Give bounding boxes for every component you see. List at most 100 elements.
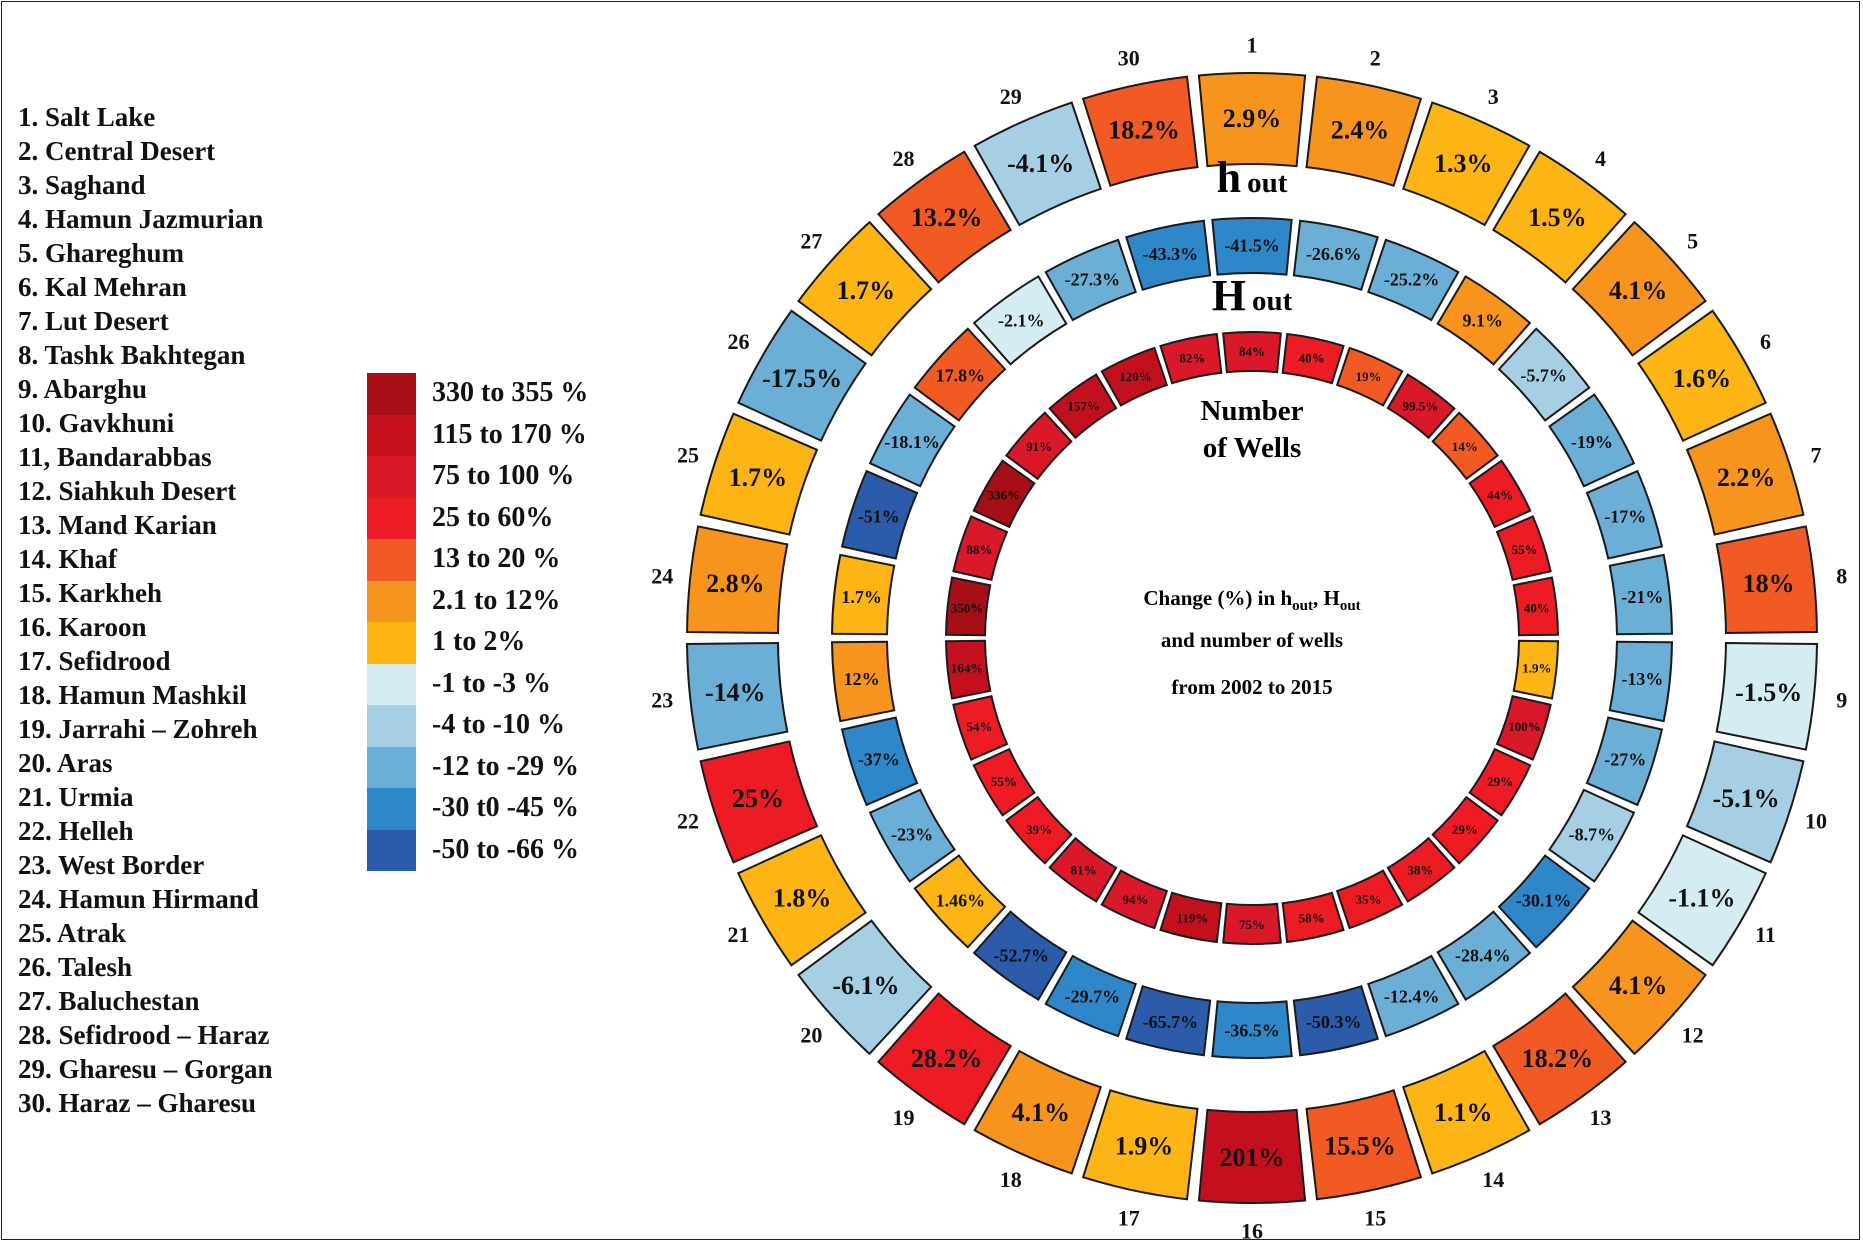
h_out-value-label: 4.1%	[1011, 1098, 1070, 1127]
h_out-value-label: -5.1%	[1712, 784, 1779, 813]
h_out-value-label: -1.1%	[1668, 883, 1735, 912]
wells-value-label: 35%	[1356, 892, 1382, 907]
H_out-value-label: -8.7%	[1569, 824, 1616, 844]
sector-number: 22	[677, 809, 699, 834]
sector-number: 2	[1370, 45, 1381, 70]
sector-number: 14	[1482, 1167, 1504, 1192]
legend-swatch	[367, 746, 416, 788]
h_out-segment	[699, 740, 819, 864]
h_out-value-label: 18.2%	[1522, 1044, 1594, 1073]
H_out-segment	[1585, 716, 1664, 807]
legend-swatch	[367, 788, 416, 830]
legend-item: 330 to 355 %	[367, 373, 687, 415]
legend-swatch	[367, 497, 416, 539]
H_out-value-label: -36.5%	[1224, 1021, 1280, 1041]
wells-segment	[945, 576, 992, 637]
legend-label: -30 t0 -45 %	[432, 792, 579, 823]
wells-segment	[952, 695, 1009, 761]
basin-list-item: 28. Sefidrood – Haraz	[18, 1020, 270, 1050]
H_out-value-label: -13%	[1621, 669, 1663, 689]
legend-swatch	[367, 829, 416, 871]
sector-number: 21	[727, 922, 749, 947]
sector-number: 12	[1682, 1022, 1704, 1047]
wells-segment	[952, 515, 1009, 581]
H_out-value-label: 12%	[844, 669, 880, 689]
h_out-value-label: 2.8%	[706, 569, 765, 598]
h_out-segment	[1571, 220, 1707, 357]
h_out-value-label: 2.9%	[1223, 104, 1282, 133]
legend-swatch	[367, 456, 416, 498]
h_out-value-label: 1.1%	[1434, 1098, 1493, 1127]
wells-segment	[1468, 459, 1532, 529]
h_out-value-label: 2.2%	[1717, 463, 1776, 492]
legend-item: 1 to 2%	[367, 622, 687, 664]
basin-list-item: 17. Sefidrood	[18, 646, 171, 676]
sector-number: 7	[1810, 442, 1821, 467]
basin-list-item: 8. Tashk Bakhtegan	[18, 340, 246, 370]
h_out-segment	[1571, 919, 1707, 1056]
wells-value-label: 14%	[1452, 439, 1478, 454]
h_out-segment	[973, 101, 1103, 227]
H_out-segment	[840, 716, 919, 807]
H_out-value-label: -19%	[1571, 432, 1613, 452]
sector-number: 25	[677, 442, 699, 467]
h_out-segment	[1081, 75, 1199, 187]
H_out-segment	[840, 469, 919, 560]
H_out-segment	[1044, 954, 1137, 1038]
H_out-segment	[1497, 327, 1591, 422]
sector-number: 20	[800, 1022, 822, 1047]
H_out-segment	[831, 640, 896, 723]
center-caption-line1: Change (%) in hout, Hout	[1143, 586, 1360, 614]
wells-value-label: 75%	[1239, 917, 1265, 932]
H_out-value-label: -26.6%	[1306, 244, 1362, 264]
wells-ring-title-line2: of Wells	[1203, 432, 1302, 464]
h_out-segment	[686, 642, 789, 751]
h_out-segment	[1715, 642, 1818, 751]
basin-list-item: 12. Siahkuh Desert	[18, 476, 237, 506]
h_out-segment	[1305, 1089, 1423, 1201]
center-caption-line2: and number of wells	[1161, 628, 1343, 652]
wells-ring: 84% 40% 19% 99.5% 14% 44% 55% 40% 1.9% 100% 29% 29%…	[945, 330, 1559, 946]
wells-value-label: 157%	[1067, 399, 1100, 414]
legend-label: 25 to 60%	[432, 501, 554, 533]
wells-value-label: 84%	[1239, 344, 1265, 359]
H_out-segment	[1367, 954, 1460, 1038]
wells-value-label: 164%	[951, 660, 984, 675]
h_out-segment	[1081, 1089, 1199, 1201]
h_out-value-label: 2.4%	[1331, 115, 1390, 144]
H_out-value-label: -41.5%	[1224, 236, 1280, 256]
wells-segment	[1100, 869, 1169, 930]
sector-numbers: 1234567891011121314151617181920212223242…	[651, 33, 1847, 1243]
h-out-ring-title: h out	[1217, 153, 1288, 202]
wells-segment	[1512, 639, 1559, 700]
wells-value-label: 19%	[1356, 369, 1382, 384]
legend-label: -4 to -10 %	[432, 709, 565, 740]
wells-value-label: 81%	[1071, 862, 1097, 877]
H_out-value-label: -51%	[858, 507, 900, 527]
wells-value-label: 39%	[1026, 822, 1052, 837]
basin-list-item: 25. Atrak	[18, 918, 126, 948]
legend-label: 115 to 170 %	[432, 418, 587, 450]
H_out-segment	[972, 275, 1068, 366]
legend-label: 13 to 20 %	[432, 543, 561, 574]
wells-segment	[1004, 795, 1073, 865]
wells-segment	[1512, 576, 1559, 637]
basin-list-item: 6. Kal Mehran	[18, 272, 187, 302]
wells-value-label: 1.9%	[1522, 660, 1551, 675]
basin-list-item: 15. Karkheh	[18, 578, 163, 608]
wells-segment	[1222, 330, 1282, 374]
H_out-value-label: -25.2%	[1384, 269, 1440, 289]
H_out-segment	[1125, 219, 1212, 291]
wells-value-label: 100%	[1508, 719, 1541, 734]
h_out-segment	[1491, 150, 1628, 284]
wells-segment	[1386, 373, 1456, 440]
legend-swatch	[367, 705, 416, 747]
legend-label: 2.1 to 12%	[432, 584, 561, 616]
h_out-segment	[686, 525, 789, 634]
wells-value-label: 40%	[1299, 350, 1325, 365]
H_out-segment	[1608, 553, 1673, 636]
h_out-value-label: 201%	[1220, 1143, 1285, 1172]
sector-number: 16	[1241, 1219, 1263, 1243]
wells-value-label: 88%	[967, 542, 993, 557]
basin-list-item: 18. Hamun Mashkil	[18, 680, 247, 710]
